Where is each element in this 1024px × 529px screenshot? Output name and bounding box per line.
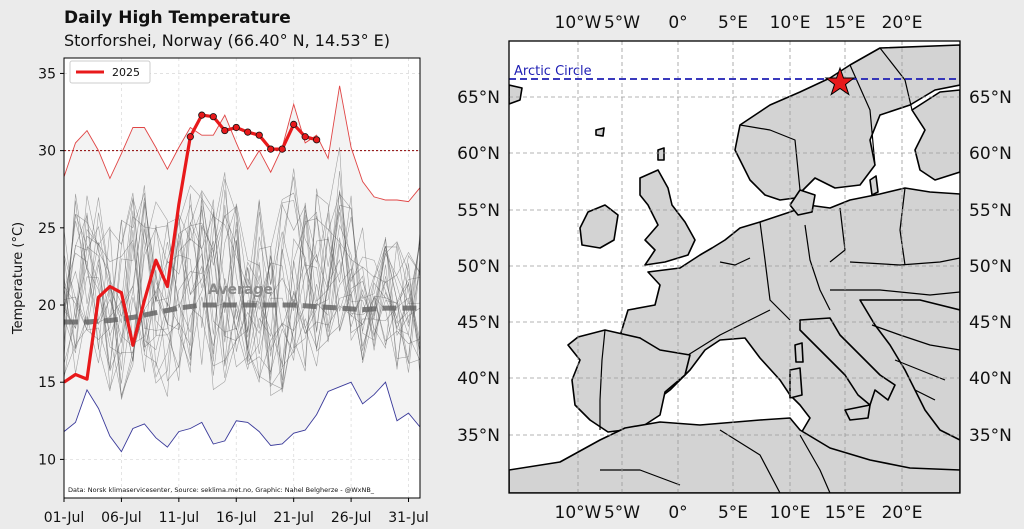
historic-year-line [63, 193, 421, 370]
record-max-line [63, 85, 421, 203]
historic-year-line [63, 188, 421, 367]
legend: 2025 [69, 60, 151, 84]
series-2025-point [301, 133, 309, 141]
y-tick-label: 15 [38, 375, 56, 391]
average-line [64, 302, 420, 325]
y-tick-label: 30 [38, 144, 56, 160]
series-2025-point [198, 111, 206, 119]
chart-title: Daily High Temperature [64, 8, 291, 28]
x-tick-label: 16-Jul [216, 510, 257, 526]
x-tick-labels: 01-Jul 06-Jul 11-Jul 16-Jul 21-Jul 26-Jul 31-J… [44, 498, 429, 526]
y-tick-label: 25 [38, 221, 56, 237]
series-2025-point [290, 120, 298, 128]
series-2025-point [232, 123, 240, 132]
series-2025-point [186, 133, 194, 141]
series-2025-point [244, 128, 252, 136]
x-tick-label: 21-Jul [273, 510, 314, 526]
series-2025-point [255, 131, 263, 139]
x-tick-label: 26-Jul [331, 510, 372, 526]
historic-year-line [63, 189, 421, 387]
y-tick-label: 35 [38, 66, 56, 82]
series-2025-point [221, 126, 229, 135]
x-tick-label: 31-Jul [388, 510, 429, 526]
y-axis-label: Temperature (°C) [11, 222, 26, 335]
plot-border [63, 57, 421, 499]
historic-year-line [63, 199, 421, 389]
legend-label-2025: 2025 [112, 66, 140, 79]
historic-year-line [63, 201, 421, 400]
historic-year-line [63, 184, 421, 379]
record-min-line [63, 381, 421, 453]
average-label: Average [208, 282, 273, 298]
series-2025-point [209, 113, 217, 121]
series-2025-point [278, 145, 286, 153]
chart-subtitle: Storforshei, Norway (66.40° N, 14.53° E) [64, 31, 391, 50]
series-2025-markers [186, 111, 321, 153]
y-tick-labels: 10 15 20 25 30 35 [38, 66, 64, 468]
x-tick-label: 11-Jul [159, 510, 200, 526]
y-tick-label: 10 [38, 452, 56, 468]
historic-year-line [63, 203, 421, 365]
source-text: Data: Norsk klimaservicesenter, Source: … [68, 486, 375, 494]
series-2025-point [267, 145, 275, 153]
series-2025-point [313, 136, 321, 144]
historic-year-line [63, 176, 421, 381]
y-tick-label: 20 [38, 298, 56, 314]
x-tick-label: 01-Jul [44, 510, 85, 526]
x-tick-label: 06-Jul [101, 510, 142, 526]
historic-year-line [63, 147, 421, 398]
historic-year-line [63, 197, 421, 393]
